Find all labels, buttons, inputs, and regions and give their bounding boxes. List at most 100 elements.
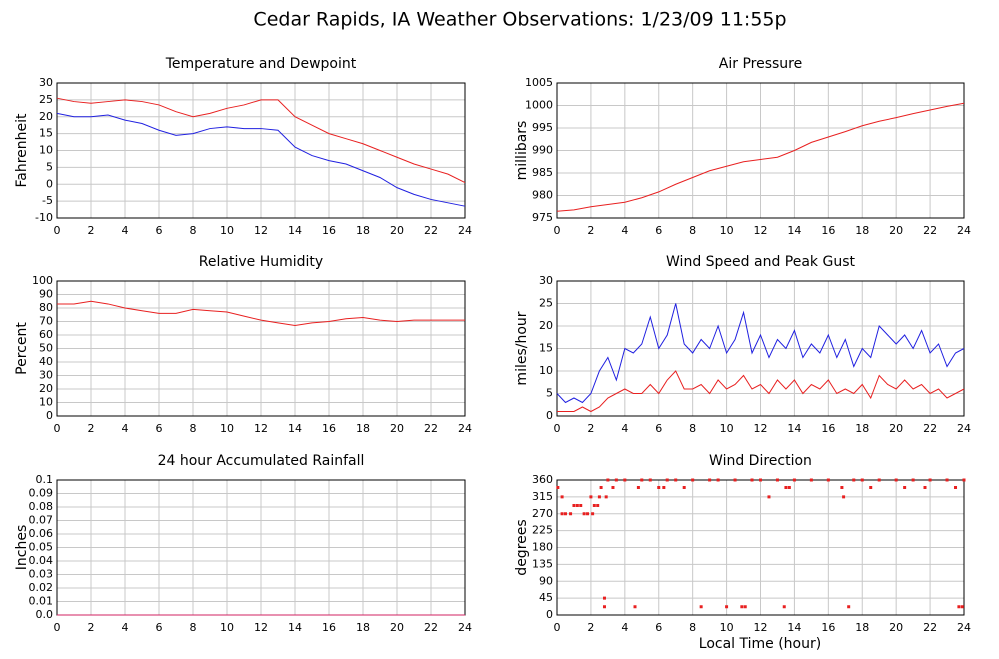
- data-point: [928, 478, 932, 482]
- y-axis-label: Fahrenheit: [14, 113, 30, 188]
- plot-frame: [56, 82, 466, 219]
- x-tick-label: 20: [390, 224, 404, 237]
- panel-title: 24 hour Accumulated Rainfall: [158, 453, 365, 469]
- x-tick-label: 2: [88, 422, 95, 435]
- page-title: Cedar Rapids, IA Weather Observations: 1…: [253, 9, 786, 31]
- data-point: [787, 486, 791, 489]
- x-tick-label: 22: [923, 422, 937, 435]
- data-point: [877, 478, 881, 482]
- data-point: [560, 512, 564, 516]
- data-line: [557, 370, 965, 413]
- y-tick-label: 990: [532, 144, 553, 157]
- y-tick-label: 0.03: [29, 568, 54, 581]
- data-point: [767, 495, 771, 499]
- data-point: [579, 504, 583, 507]
- x-tick-label: 18: [356, 621, 370, 634]
- x-tick-label: 18: [855, 224, 869, 237]
- x-tick-label: 2: [587, 422, 594, 435]
- x-tick-label: 0: [54, 224, 61, 237]
- x-tick-label: 22: [424, 422, 438, 435]
- x-tick-label: 18: [855, 621, 869, 634]
- x-tick-label: 24: [458, 224, 472, 237]
- x-tick-label: 8: [689, 224, 696, 237]
- data-point: [725, 605, 729, 609]
- x-tick-label: 0: [54, 621, 61, 634]
- data-point: [674, 478, 678, 482]
- y-tick-label: 985: [532, 166, 553, 179]
- x-tick-label: 16: [821, 224, 835, 237]
- y-tick-label: 0.0: [36, 608, 54, 621]
- data-point: [592, 504, 596, 507]
- y-tick-label: 30: [539, 274, 553, 287]
- y-tick-label: 5: [546, 387, 553, 400]
- x-tick-label: 0: [554, 422, 561, 435]
- data-point: [869, 486, 873, 489]
- x-tick-label: 12: [754, 422, 768, 435]
- data-point: [611, 486, 615, 489]
- data-point: [911, 478, 915, 482]
- x-tick-label: 8: [689, 422, 696, 435]
- x-tick-label: 18: [356, 422, 370, 435]
- x-tick-label: 6: [156, 224, 163, 237]
- data-point: [775, 478, 779, 482]
- y-tick-label: 0: [546, 608, 553, 621]
- x-tick-label: 10: [220, 621, 234, 634]
- x-tick-label: 24: [458, 422, 472, 435]
- data-point: [682, 486, 686, 489]
- x-tick-label: 0: [554, 621, 561, 634]
- x-tick-label: 20: [889, 621, 903, 634]
- y-tick-label: 90: [39, 288, 53, 301]
- data-point: [923, 486, 927, 489]
- data-point: [852, 478, 856, 482]
- x-tick-label: 4: [122, 224, 129, 237]
- x-tick-label: 14: [787, 422, 801, 435]
- y-tick-label: 0.07: [29, 514, 54, 527]
- plot-frame: [56, 280, 466, 417]
- x-tick-label: 6: [156, 422, 163, 435]
- data-point: [563, 512, 567, 516]
- y-tick-label: 20: [39, 110, 53, 123]
- x-tick-label: 22: [424, 224, 438, 237]
- x-tick-label: 24: [957, 224, 971, 237]
- data-point: [699, 605, 703, 609]
- x-tick-label: 24: [957, 621, 971, 634]
- y-tick-label: 10: [539, 364, 553, 377]
- data-point: [614, 478, 618, 482]
- y-tick-label: 225: [532, 524, 553, 537]
- y-tick-label: 995: [532, 121, 553, 134]
- data-point: [569, 512, 573, 516]
- x-tick-label: 4: [621, 224, 628, 237]
- data-point: [962, 478, 966, 482]
- y-tick-label: 80: [39, 301, 53, 314]
- y-axis-label: Percent: [14, 322, 30, 375]
- data-point: [602, 605, 606, 609]
- data-point: [572, 504, 576, 507]
- y-tick-label: 1005: [525, 76, 553, 89]
- x-tick-label: 0: [554, 224, 561, 237]
- x-axis-label: Local Time (hour): [699, 636, 821, 652]
- data-point: [636, 486, 640, 489]
- data-point: [792, 478, 796, 482]
- data-point: [842, 495, 846, 499]
- data-point: [691, 478, 695, 482]
- x-tick-label: 22: [923, 224, 937, 237]
- y-tick-label: 135: [532, 557, 553, 570]
- data-point: [826, 478, 830, 482]
- data-point: [575, 504, 579, 507]
- data-point: [648, 478, 652, 482]
- x-tick-label: 6: [655, 422, 662, 435]
- x-tick-label: 2: [88, 621, 95, 634]
- panel-title: Air Pressure: [719, 56, 802, 72]
- panel-title: Wind Direction: [709, 453, 812, 469]
- x-tick-label: 24: [458, 621, 472, 634]
- x-tick-label: 14: [787, 621, 801, 634]
- y-tick-label: 20: [39, 382, 53, 395]
- x-tick-label: 8: [689, 621, 696, 634]
- x-tick-label: 2: [587, 621, 594, 634]
- y-tick-label: 0.01: [29, 595, 54, 608]
- data-point: [606, 478, 610, 482]
- x-tick-label: 14: [288, 621, 302, 634]
- x-tick-label: 10: [720, 422, 734, 435]
- y-tick-label: 0: [546, 409, 553, 422]
